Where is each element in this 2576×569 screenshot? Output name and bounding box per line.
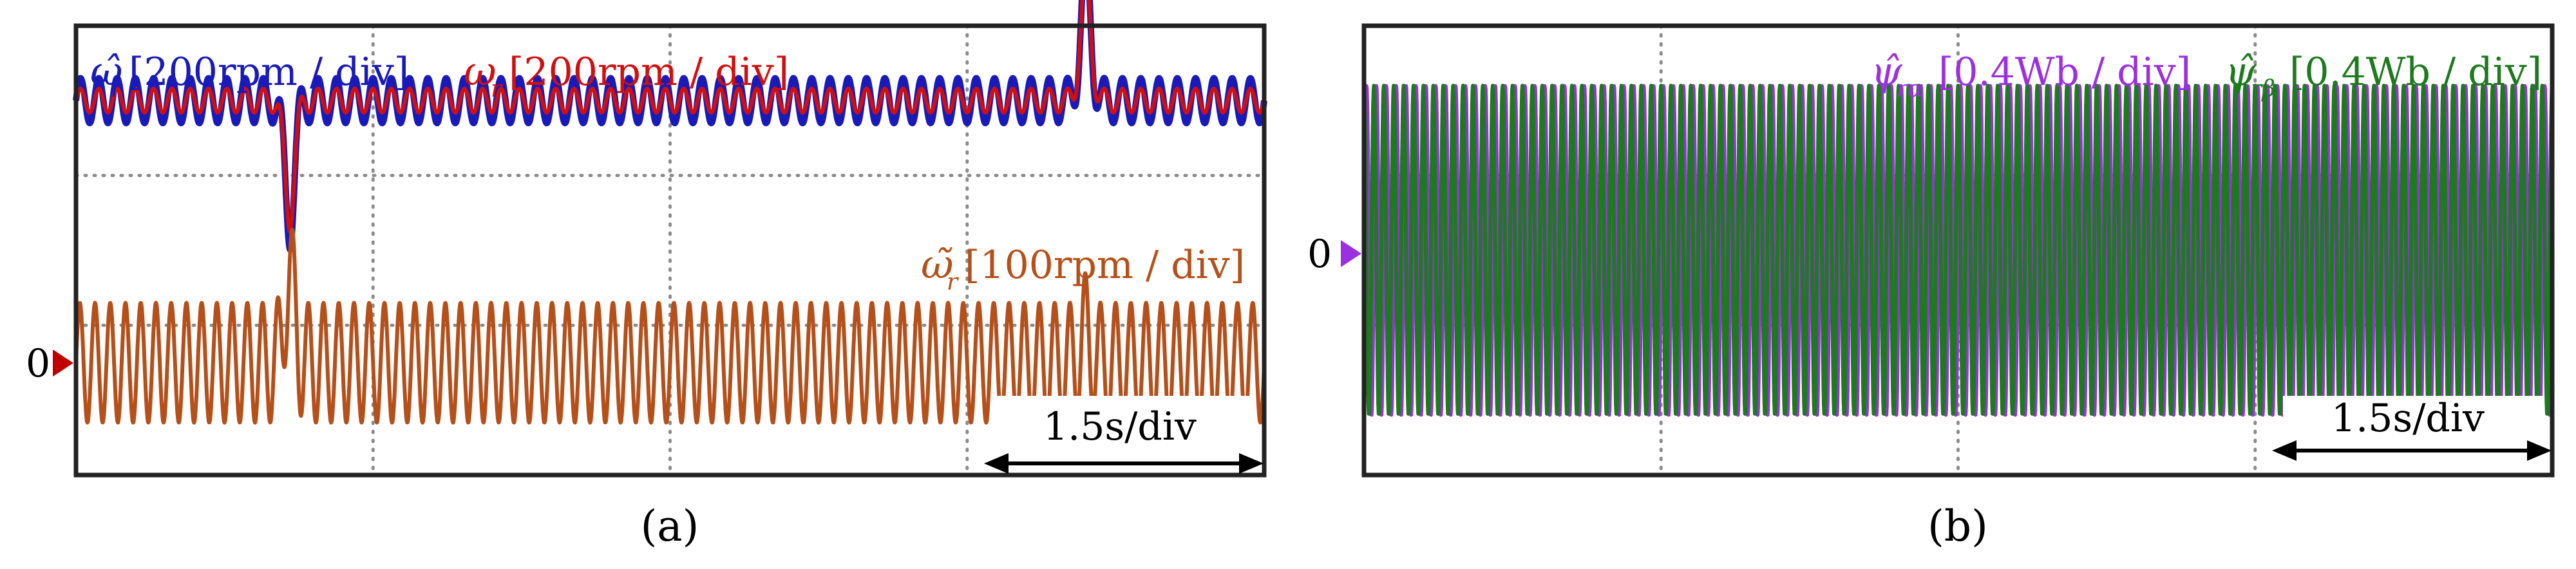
legend-a-err-speed-sub: r xyxy=(947,269,959,295)
legend-a-err-speed-scale: [100rpm / div] xyxy=(965,243,1245,288)
legend-a-act-speed-symbol: ω xyxy=(464,48,497,95)
panel-a: ω̂ r [200rpm / div] ω r [200rpm / div] ω… xyxy=(26,0,1267,551)
legend-b-flux-alpha-scale: [0.4Wb / div] xyxy=(1938,50,2191,95)
legend-a-est-speed-sub: r xyxy=(111,76,123,102)
panel-a-zero-marker xyxy=(53,350,73,377)
panel-a-timescale-arrow xyxy=(984,453,1264,474)
legend-b-flux-beta-symbol: ψ̂ xyxy=(2225,48,2257,95)
panel-b: ψ̂ rα [0.4Wb / div] ψ̂ rβ [0.4Wb / div] … xyxy=(1307,23,2555,551)
panel-b-timescale-label: 1.5s/div xyxy=(2331,396,2485,441)
legend-b-flux-beta-sub: rβ xyxy=(2251,76,2275,102)
panel-b-timescale-bg xyxy=(2283,396,2544,447)
panel-a-timescale-bg xyxy=(995,396,1256,447)
panel-a-traces xyxy=(73,0,1267,425)
trace-estimated-rotor-flux-alpha xyxy=(1362,84,2554,417)
legend-b-flux-alpha-sub: rα xyxy=(1897,76,1924,102)
legend-a-est-speed-scale: [200rpm / div] xyxy=(129,50,409,95)
panel-a-timescale-label: 1.5s/div xyxy=(1043,404,1197,449)
panel-a-zero-label: 0 xyxy=(26,341,50,386)
panel-b-frame xyxy=(1361,23,2555,478)
panel-b-zero-marker xyxy=(1341,240,1361,267)
trace-actual-speed xyxy=(74,0,1266,234)
panel-b-zero-label: 0 xyxy=(1307,232,1332,277)
legend-a-est-speed-symbol: ω̂ xyxy=(90,48,123,95)
panel-b-traces xyxy=(1362,84,2554,417)
trace-estimated-rotor-flux-beta xyxy=(1362,84,2554,416)
legend-b-flux-alpha-symbol: ψ̂ xyxy=(1871,48,1903,95)
panel-a-frame xyxy=(73,23,1267,478)
panel-b-caption: (b) xyxy=(1927,501,1988,551)
panel-b-timescale-arrow xyxy=(2272,440,2552,461)
legend-a-act-speed-sub: r xyxy=(491,76,503,102)
trace-speed-error xyxy=(74,227,1266,425)
panel-a-caption: (a) xyxy=(641,501,699,551)
legend-b-flux-beta-scale: [0.4Wb / div] xyxy=(2289,50,2542,95)
legend-a-act-speed-scale: [200rpm / div] xyxy=(509,50,789,95)
legend-a-err-speed-symbol: ω̃ xyxy=(921,241,954,288)
